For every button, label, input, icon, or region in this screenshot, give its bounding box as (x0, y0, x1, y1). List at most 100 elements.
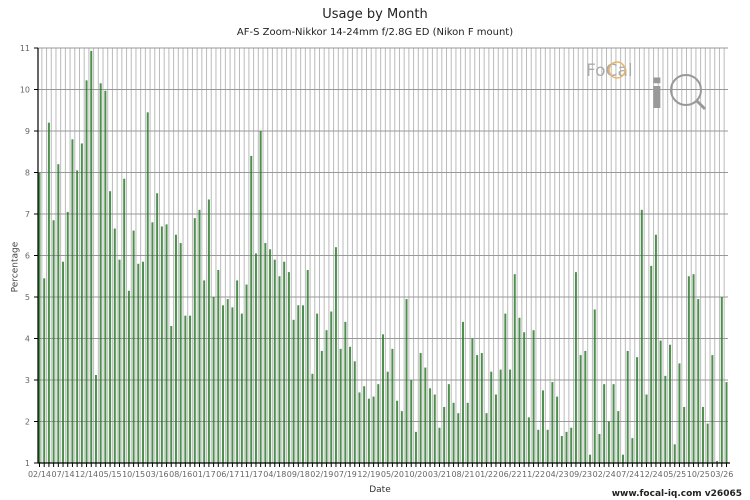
bar (43, 278, 46, 463)
bar (137, 263, 140, 463)
bar (245, 284, 248, 463)
svg-text:05/15: 05/15 (99, 470, 122, 479)
bar (429, 388, 432, 463)
bar (269, 249, 272, 463)
bar (113, 228, 116, 463)
bar (485, 413, 488, 463)
svg-text:6: 6 (25, 252, 30, 261)
svg-text:3: 3 (25, 376, 30, 385)
bar (123, 178, 126, 463)
svg-text:02/14: 02/14 (28, 470, 51, 479)
bar (518, 317, 521, 463)
bar (222, 305, 225, 463)
bar (212, 297, 215, 463)
bar (607, 421, 610, 463)
bar (621, 454, 624, 463)
bar (76, 170, 79, 464)
svg-text:12/19: 12/19 (357, 470, 380, 479)
svg-text:05/25: 05/25 (663, 470, 686, 479)
bar (344, 321, 347, 463)
bar (692, 274, 695, 463)
bar (259, 131, 262, 463)
svg-text:07/14: 07/14 (51, 470, 74, 479)
bar (640, 209, 643, 463)
bar (546, 429, 549, 463)
bar (94, 375, 97, 463)
bar (127, 290, 130, 463)
svg-text:5: 5 (25, 293, 30, 302)
bar (264, 243, 267, 463)
svg-text:01/17: 01/17 (193, 470, 216, 479)
bar (104, 90, 107, 464)
bar (560, 436, 563, 463)
svg-text:04/23: 04/23 (546, 470, 569, 479)
bar (664, 375, 667, 463)
bar (593, 309, 596, 463)
bar (62, 261, 65, 463)
bar (687, 276, 690, 463)
bar (349, 346, 352, 463)
bar (391, 348, 394, 463)
bar (47, 122, 50, 463)
bar (612, 384, 615, 463)
bar (716, 460, 719, 463)
bar (565, 431, 568, 463)
bar (645, 394, 648, 463)
bar (184, 315, 187, 463)
svg-text:12/14: 12/14 (75, 470, 98, 479)
bar (678, 363, 681, 463)
bar (250, 155, 253, 463)
bar (527, 417, 530, 463)
bar (471, 338, 474, 463)
bar (292, 319, 295, 463)
bar (598, 433, 601, 463)
bar (400, 411, 403, 463)
bar (669, 344, 672, 463)
bar (523, 332, 526, 463)
bar (66, 211, 69, 463)
bar (570, 427, 573, 463)
bar (382, 334, 384, 463)
bar (367, 398, 370, 463)
svg-text:08/16: 08/16 (169, 470, 192, 479)
bar (99, 83, 102, 464)
bar (334, 247, 337, 463)
bar (217, 270, 220, 463)
svg-text:07/19: 07/19 (334, 470, 357, 479)
bar (513, 274, 516, 463)
bar (443, 406, 446, 463)
bar (160, 226, 163, 463)
bar (701, 406, 704, 463)
svg-text:05/20: 05/20 (381, 470, 404, 479)
svg-text:04/18: 04/18 (263, 470, 286, 479)
svg-text:11/22: 11/22 (522, 470, 545, 479)
bar (433, 394, 436, 463)
bar (636, 357, 639, 463)
bar (419, 353, 422, 463)
bar (490, 371, 493, 463)
bar (90, 50, 93, 463)
svg-text:10: 10 (20, 86, 30, 95)
svg-text:2: 2 (25, 418, 30, 427)
bar (165, 224, 168, 463)
bar (353, 361, 356, 463)
bar (193, 218, 196, 463)
bar (236, 280, 239, 463)
credit-text[interactable]: www.focal-iq.com v26065 (611, 489, 742, 499)
bar (584, 350, 587, 463)
svg-text:8: 8 (25, 169, 30, 178)
svg-text:06/22: 06/22 (499, 470, 522, 479)
svg-text:10/25: 10/25 (687, 470, 710, 479)
bar (132, 230, 135, 463)
bar (541, 390, 544, 463)
bar (325, 330, 328, 463)
bar (720, 297, 723, 463)
svg-text:09/18: 09/18 (287, 470, 310, 479)
bar (725, 382, 728, 463)
bar (706, 423, 709, 463)
bar (396, 400, 399, 463)
bar (57, 164, 60, 463)
bar (683, 406, 686, 463)
bar (447, 384, 450, 463)
